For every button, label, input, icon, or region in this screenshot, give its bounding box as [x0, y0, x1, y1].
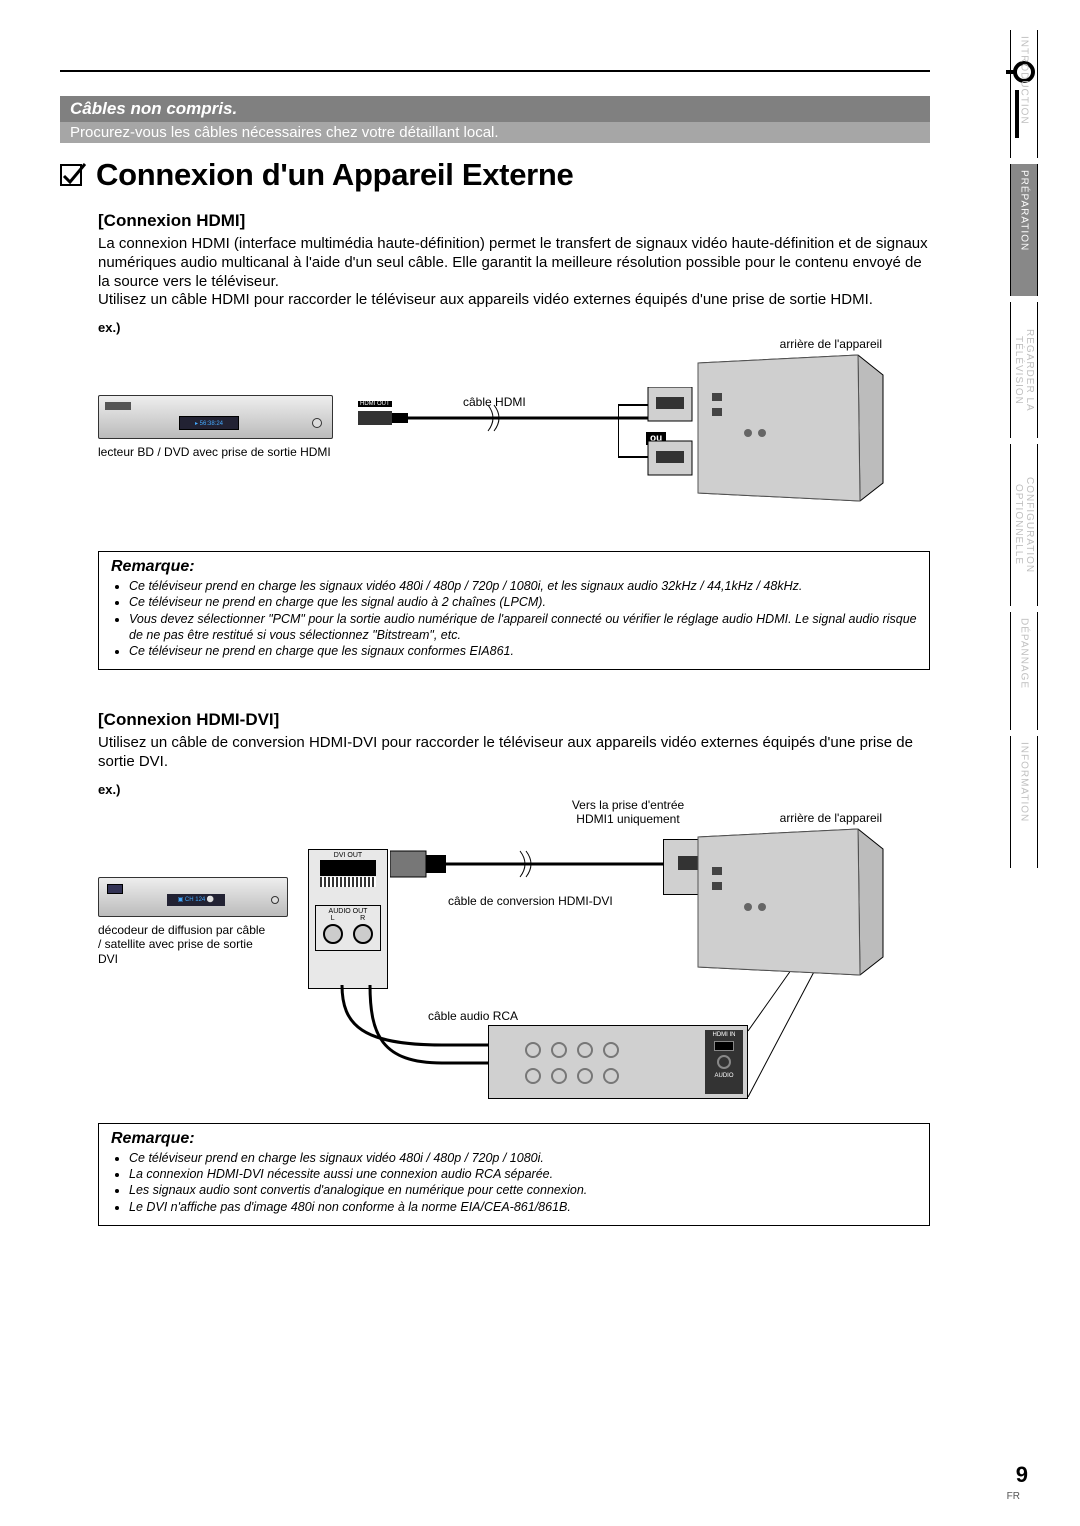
page-title: Connexion d'un Appareil Externe [96, 157, 573, 193]
hdmi1-input-label: Vers la prise d'entrée HDMI1 uniquement [558, 799, 698, 827]
audio-r-label: R [360, 915, 365, 922]
audio-out-label: AUDIO OUT [318, 908, 378, 915]
settop-caption: décodeur de diffusion par câble / satell… [98, 923, 268, 966]
main-heading-row: Connexion d'un Appareil Externe [60, 157, 930, 193]
remarque-title-1: Remarque: [111, 558, 917, 576]
bd-dvd-player-icon: ▸ 56:38:24 [98, 395, 333, 439]
remarque-item: Ce téléviseur prend en charge les signau… [129, 1150, 917, 1166]
banner-title: Câbles non compris. [60, 96, 930, 122]
banner-subtitle: Procurez-vous les câbles nécessaires che… [60, 122, 930, 143]
section2-body: Utilisez un câble de conversion HDMI-DVI… [98, 734, 930, 772]
side-tab-introduction: INTRODUCTION [1010, 30, 1038, 158]
side-tab-label: DÉPANNAGE [1019, 612, 1030, 695]
tv-icon [688, 353, 888, 503]
side-tab-label: CONFIGURATION OPTIONNELLE [1013, 444, 1035, 606]
tv-ports-icon [618, 387, 698, 477]
side-tab-information: INFORMATION [1010, 736, 1038, 868]
side-tab-label: REGARDER LA TÉLÉVISION [1013, 302, 1035, 438]
remarque-item: Vous devez sélectionner "PCM" pour la so… [129, 611, 917, 644]
side-tab-d-pannage: DÉPANNAGE [1010, 612, 1038, 730]
diagram-hdmi-dvi: ▣ CH 124 ⚪ décodeur de diffusion par câb… [98, 799, 888, 1119]
section1-title: [Connexion HDMI] [98, 211, 930, 231]
remarque-item: Ce téléviseur ne prend en charge que les… [129, 594, 917, 610]
section1-ex-label: ex.) [98, 320, 930, 335]
tv-rear-label: arrière de l'appareil [780, 337, 882, 351]
panel-hdmi-label: HDMI IN [705, 1032, 743, 1038]
remarque-item: Ce téléviseur prend en charge les signau… [129, 578, 917, 594]
checkbox-icon [60, 162, 86, 188]
audio-l-label: L [331, 915, 335, 922]
remarque-box-1: Remarque: Ce téléviseur prend en charge … [98, 551, 930, 670]
remarque-item: Les signaux audio sont convertis d'analo… [129, 1182, 917, 1198]
dvi-out-label: DVI OUT [309, 852, 387, 859]
tv-rear-label-2: arrière de l'appareil [780, 811, 882, 825]
remarque-list-2: Ce téléviseur prend en charge les signau… [111, 1150, 917, 1215]
section2-ex-label: ex.) [98, 782, 930, 797]
section2-title: [Connexion HDMI-DVI] [98, 710, 930, 730]
section1-body: La connexion HDMI (interface multimédia … [98, 235, 930, 310]
remarque-box-2: Remarque: Ce téléviseur prend en charge … [98, 1123, 930, 1226]
side-tab-label: PRÉPARATION [1019, 164, 1030, 257]
remarque-title-2: Remarque: [111, 1130, 917, 1148]
device-rear-panel-icon: DVI OUT AUDIO OUT L R [308, 849, 388, 989]
side-tab-pr-paration: PRÉPARATION [1010, 164, 1038, 296]
panel-audio-label: AUDIO [705, 1073, 743, 1079]
page-lang: FR [1007, 1491, 1020, 1502]
diagram-hdmi: ▸ 56:38:24 lecteur BD / DVD avec prise d… [98, 337, 888, 547]
page-number: 9 [1016, 1462, 1028, 1488]
remarque-list-1: Ce téléviseur prend en charge les signau… [111, 578, 917, 659]
side-tab-configuration-optionnelle: CONFIGURATION OPTIONNELLE [1010, 444, 1038, 606]
remarque-item: Le DVI n'affiche pas d'image 480i non co… [129, 1199, 917, 1215]
side-tab-label: INTRODUCTION [1019, 30, 1030, 131]
device-caption: lecteur BD / DVD avec prise de sortie HD… [98, 445, 331, 459]
page-content: Câbles non compris. Procurez-vous les câ… [60, 30, 930, 1226]
tv-rear-panel-icon: HDMI IN AUDIO [488, 1025, 748, 1099]
cable2-label: câble audio RCA [428, 1009, 518, 1023]
tv-icon-2 [688, 827, 888, 977]
top-rule [60, 70, 930, 72]
remarque-item: La connexion HDMI-DVI nécessite aussi un… [129, 1166, 917, 1182]
remarque-item: Ce téléviseur ne prend en charge que les… [129, 643, 917, 659]
side-tab-regarder-la-t-l-vision: REGARDER LA TÉLÉVISION [1010, 302, 1038, 438]
side-tab-label: INFORMATION [1019, 736, 1030, 828]
hdmi-cable-label: câble HDMI [463, 395, 526, 409]
settop-box-icon: ▣ CH 124 ⚪ [98, 877, 288, 917]
cable1-label: câble de conversion HDMI-DVI [448, 895, 613, 909]
dvi-hdmi-cable-icon [390, 843, 680, 893]
